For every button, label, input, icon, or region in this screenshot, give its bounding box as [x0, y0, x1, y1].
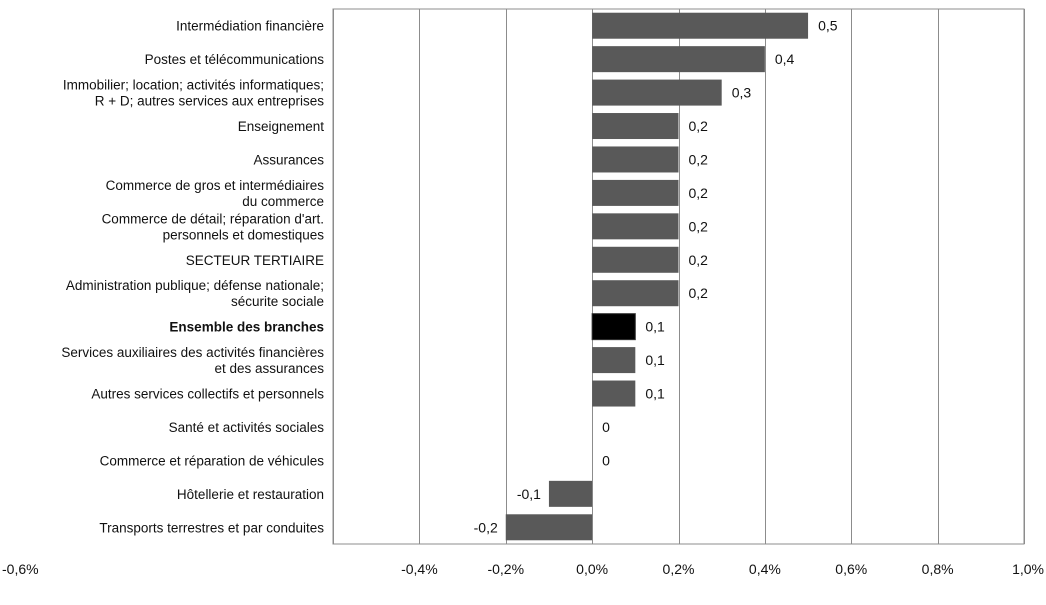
data-labels: 0,5 0,4 0,3 0,2 0,2 0,2 0,2 0,2 0,2 0,1 0,1 0,1 0 0 -0… [474, 18, 838, 536]
category-label-line: Ensemble des branches [169, 320, 324, 335]
category-label-line: Santé et activités sociales [169, 420, 325, 435]
category-label: Assurances [253, 152, 324, 167]
bars [505, 12, 809, 541]
bar [592, 146, 679, 173]
plot-area-border [332, 8, 1025, 545]
bar [592, 113, 679, 140]
category-label-line: et des assurances [214, 361, 324, 376]
category-label-line: Transports terrestres et par conduites [99, 520, 324, 535]
category-label: Administration publique; défense nationa… [66, 278, 324, 309]
category-label: SECTEUR TERTIAIRE [186, 253, 324, 268]
category-label-line: Autres services collectifs et personnels [91, 387, 324, 402]
data-label: 0,1 [645, 352, 665, 368]
bar [592, 280, 679, 307]
category-label-line: Postes et télécommunications [145, 52, 325, 67]
category-label: Commerce de détail; réparation d'art. per… [102, 211, 325, 242]
data-label: 0,2 [689, 118, 709, 134]
category-label: Commerce de gros et intermédiaires du com… [106, 178, 325, 209]
category-label-line: personnels et domestiques [163, 227, 325, 242]
bar [505, 514, 593, 541]
bar [592, 347, 636, 374]
category-label-line: Commerce de gros et intermédiaires [106, 178, 325, 193]
category-label: Santé et activités sociales [169, 420, 325, 435]
data-label: 0,5 [818, 18, 838, 34]
data-label: 0,2 [689, 218, 709, 234]
data-label: 0,2 [689, 151, 709, 167]
category-label-line: Commerce et réparation de véhicules [100, 453, 325, 468]
data-label: -0,1 [517, 486, 541, 502]
category-labels: Intermédiation financière Postes et téléc… [61, 19, 324, 536]
data-label: 0,2 [689, 252, 709, 268]
category-label-line: Intermédiation financière [176, 19, 324, 34]
x-tick-label: 1,0% [1012, 561, 1044, 577]
bar [592, 380, 636, 407]
bar [592, 246, 679, 273]
data-label: 0,4 [775, 51, 795, 67]
bar [592, 213, 679, 240]
data-label: 0,2 [689, 285, 709, 301]
data-label: 0,1 [645, 386, 665, 402]
category-label: Immobilier; location; activités informat… [63, 78, 324, 109]
bar [592, 79, 722, 106]
category-label-line: Hôtellerie et restauration [177, 487, 324, 502]
bar [591, 313, 636, 341]
bar [592, 179, 679, 206]
data-label: 0,1 [645, 319, 665, 335]
bar [548, 480, 593, 507]
category-label-line: Administration publique; défense nationa… [66, 278, 324, 293]
data-label: 0,3 [732, 85, 752, 101]
x-tick-label: -0,2% [487, 561, 524, 577]
category-label: Ensemble des branches [169, 320, 324, 335]
data-label: -0,2 [474, 519, 498, 535]
category-label: Commerce et réparation de véhicules [100, 453, 325, 468]
category-label: Hôtellerie et restauration [177, 487, 324, 502]
category-label-line: du commerce [242, 194, 324, 209]
x-axis-tick-labels: -0,6% -0,4% -0,2% 0,0% 0,2% 0,4% 0,6% 0,8% 1,0% [2, 561, 1044, 577]
category-label: Postes et télécommunications [145, 52, 325, 67]
category-label-line: Commerce de détail; réparation d'art. [102, 211, 324, 226]
x-tick-label: 0,2% [663, 561, 695, 577]
data-label: 0 [602, 452, 610, 468]
category-label: Intermédiation financière [176, 19, 324, 34]
x-tick-label: 0,6% [835, 561, 867, 577]
category-label-line: Services auxiliaires des activités finan… [61, 345, 324, 360]
category-label: Services auxiliaires des activités finan… [61, 345, 324, 376]
category-label-line: Assurances [253, 152, 324, 167]
data-label: 0 [602, 419, 610, 435]
x-tick-label: 0,0% [576, 561, 608, 577]
category-label-line: Enseignement [238, 119, 325, 134]
category-label-line: sécurite sociale [231, 294, 324, 309]
category-label: Autres services collectifs et personnels [91, 387, 324, 402]
category-label-line: SECTEUR TERTIAIRE [186, 253, 324, 268]
x-tick-label: 0,4% [749, 561, 781, 577]
category-label-line: Immobilier; location; activités informat… [63, 78, 324, 93]
category-label-line: R + D; autres services aux entreprises [95, 94, 324, 109]
data-label: 0,2 [689, 185, 709, 201]
bar [592, 46, 765, 73]
x-tick-label: -0,4% [401, 561, 438, 577]
x-tick-label: -0,6% [2, 561, 39, 577]
category-label: Transports terrestres et par conduites [99, 520, 324, 535]
bar [592, 12, 809, 39]
x-tick-label: 0,8% [922, 561, 954, 577]
category-label: Enseignement [238, 119, 325, 134]
